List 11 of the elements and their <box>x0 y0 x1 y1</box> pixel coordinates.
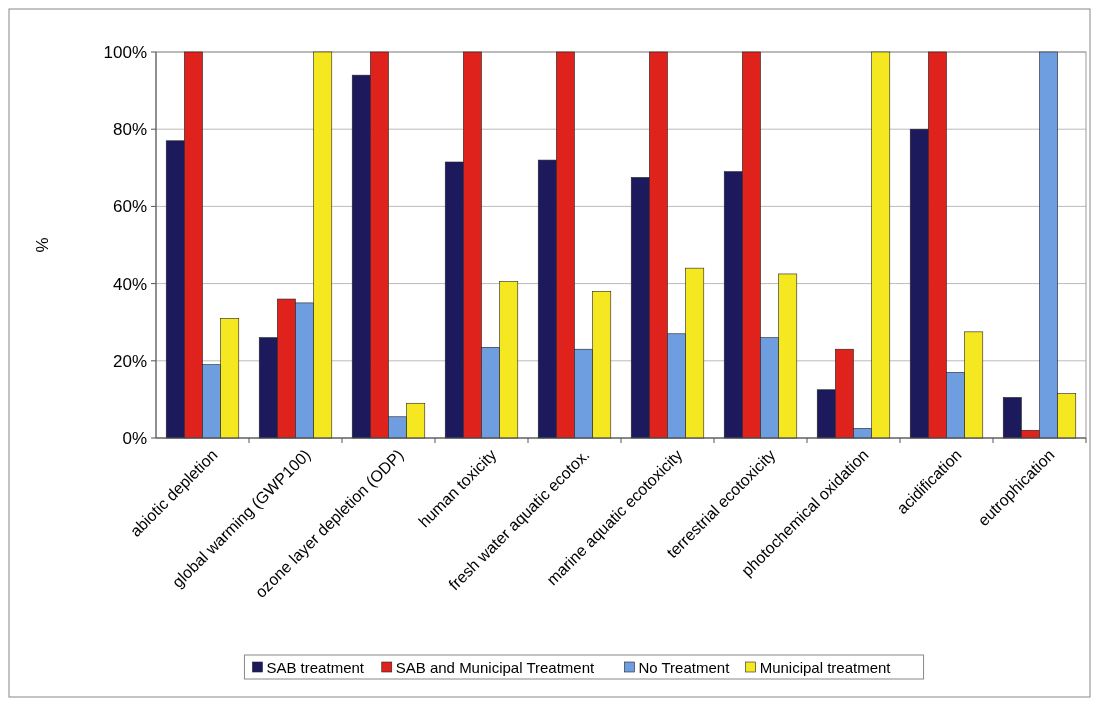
legend-label: Municipal treatment <box>759 659 892 677</box>
y-tick-label: 40% <box>112 274 147 294</box>
y-tick-label: 60% <box>112 197 147 217</box>
y-axis-title: % <box>33 237 52 253</box>
legend-label: SAB and Municipal Treatment <box>395 659 596 677</box>
y-tick-label: 20% <box>112 351 147 371</box>
y-tick-label: 0% <box>122 428 147 448</box>
y-tick-label: 100% <box>103 42 147 62</box>
legend-label: SAB treatment <box>266 659 365 677</box>
y-tick-label: 80% <box>112 120 147 140</box>
legend-label: No Treatment <box>638 659 731 677</box>
